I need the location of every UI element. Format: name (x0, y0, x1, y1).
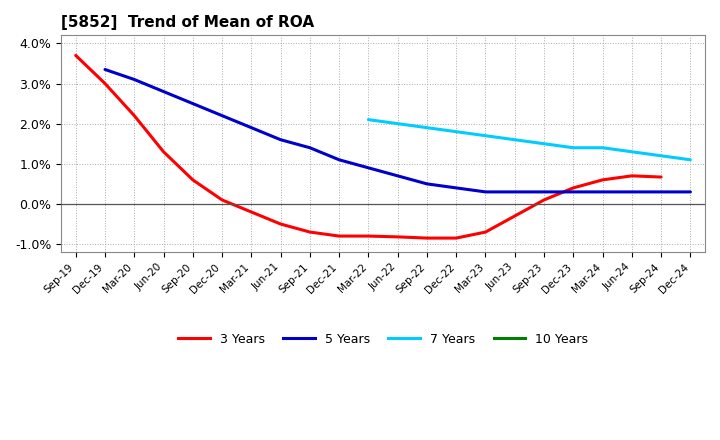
3 Years (101, 81, 109, 86)
5 Years (481, 189, 490, 194)
3 Years (452, 235, 461, 241)
Line: 5 Years: 5 Years (105, 70, 690, 192)
5 Years (101, 67, 109, 72)
3 Years (159, 149, 168, 154)
3 Years (189, 177, 197, 183)
3 Years (364, 234, 373, 239)
7 Years (423, 125, 431, 130)
3 Years (335, 234, 343, 239)
3 Years (247, 209, 256, 215)
3 Years (393, 234, 402, 239)
3 Years (71, 53, 80, 58)
3 Years (540, 197, 549, 202)
5 Years (130, 77, 138, 82)
5 Years (540, 189, 549, 194)
Line: 3 Years: 3 Years (76, 55, 661, 238)
5 Years (393, 173, 402, 179)
3 Years (657, 174, 665, 180)
7 Years (452, 129, 461, 134)
5 Years (452, 185, 461, 191)
7 Years (540, 141, 549, 147)
5 Years (569, 189, 577, 194)
7 Years (364, 117, 373, 122)
5 Years (510, 189, 519, 194)
3 Years (217, 197, 226, 202)
5 Years (598, 189, 607, 194)
3 Years (510, 213, 519, 219)
5 Years (628, 189, 636, 194)
3 Years (276, 221, 285, 227)
5 Years (364, 165, 373, 170)
3 Years (423, 235, 431, 241)
7 Years (657, 153, 665, 158)
5 Years (305, 145, 314, 150)
7 Years (686, 157, 695, 162)
3 Years (130, 113, 138, 118)
7 Years (569, 145, 577, 150)
5 Years (657, 189, 665, 194)
3 Years (481, 229, 490, 235)
5 Years (189, 101, 197, 106)
5 Years (423, 181, 431, 187)
3 Years (598, 177, 607, 183)
3 Years (305, 229, 314, 235)
5 Years (247, 125, 256, 130)
5 Years (335, 157, 343, 162)
Line: 7 Years: 7 Years (369, 120, 690, 160)
3 Years (628, 173, 636, 179)
5 Years (217, 113, 226, 118)
5 Years (276, 137, 285, 143)
7 Years (598, 145, 607, 150)
3 Years (569, 185, 577, 191)
7 Years (481, 133, 490, 138)
7 Years (628, 149, 636, 154)
7 Years (510, 137, 519, 143)
5 Years (159, 89, 168, 94)
5 Years (686, 189, 695, 194)
Text: [5852]  Trend of Mean of ROA: [5852] Trend of Mean of ROA (61, 15, 314, 30)
Legend: 3 Years, 5 Years, 7 Years, 10 Years: 3 Years, 5 Years, 7 Years, 10 Years (174, 328, 593, 351)
7 Years (393, 121, 402, 126)
